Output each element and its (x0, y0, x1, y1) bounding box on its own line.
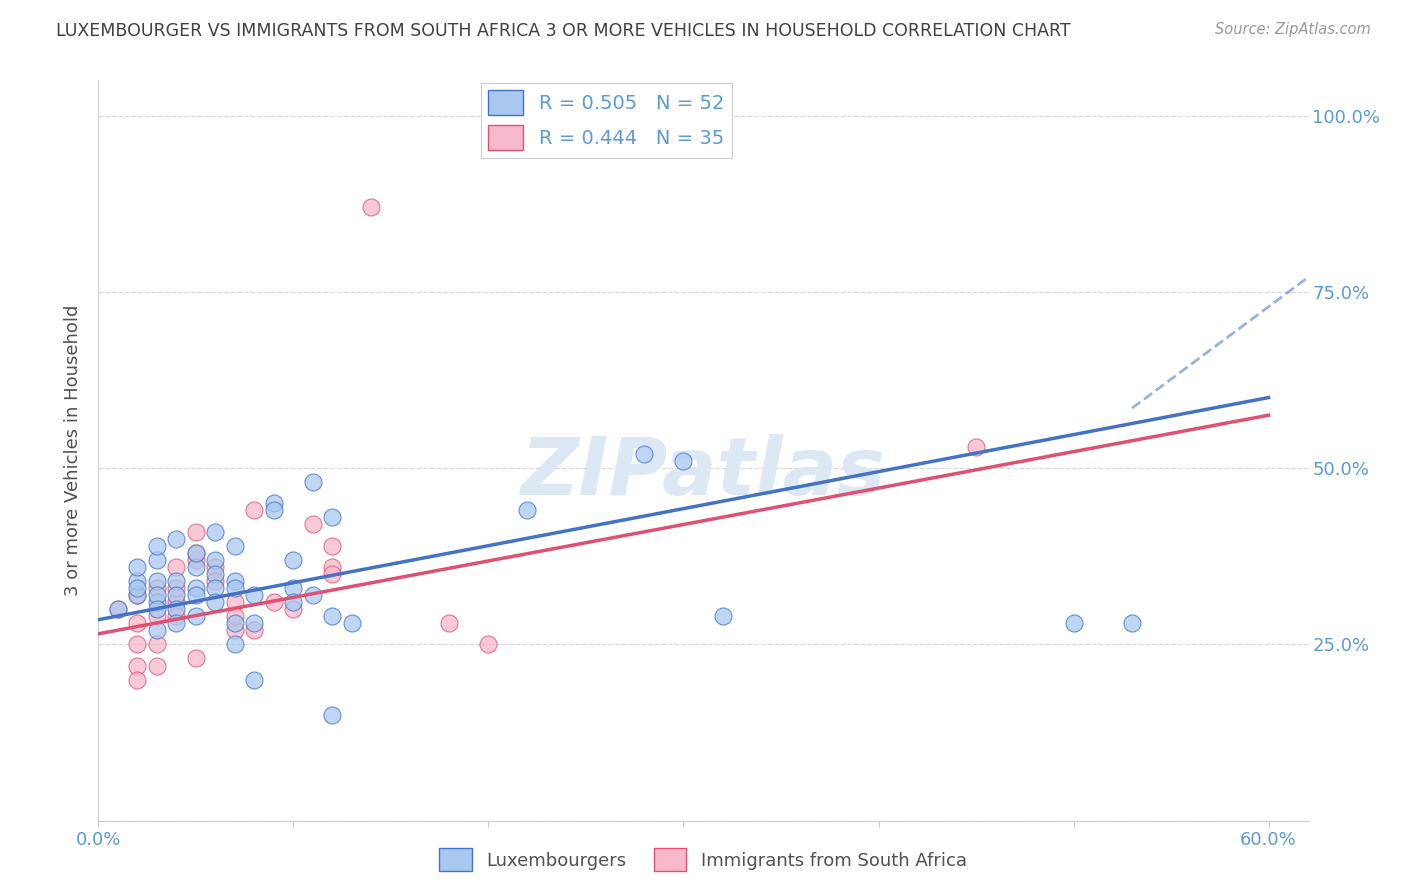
Point (321, 707, 343, 722)
Point (340, 616, 363, 631)
Point (127, 673, 149, 687)
Point (243, 616, 266, 631)
Point (165, 616, 187, 631)
Point (204, 574, 226, 588)
Point (204, 553, 226, 567)
Point (146, 658, 169, 673)
Point (146, 581, 169, 595)
Point (165, 559, 187, 574)
Point (127, 588, 149, 602)
Point (146, 574, 169, 588)
Point (184, 651, 207, 665)
Point (204, 559, 226, 574)
Point (321, 609, 343, 624)
Legend: Luxembourgers, Immigrants from South Africa: Luxembourgers, Immigrants from South Afr… (432, 841, 974, 879)
Point (184, 546, 207, 560)
Point (321, 510, 343, 524)
Point (146, 609, 169, 624)
Point (263, 595, 285, 609)
Point (165, 588, 187, 602)
Point (146, 553, 169, 567)
Point (184, 524, 207, 539)
Text: LUXEMBOURGER VS IMMIGRANTS FROM SOUTH AFRICA 3 OR MORE VEHICLES IN HOUSEHOLD COR: LUXEMBOURGER VS IMMIGRANTS FROM SOUTH AF… (56, 22, 1071, 40)
Point (321, 539, 343, 553)
Point (146, 588, 169, 602)
Text: Source: ZipAtlas.com: Source: ZipAtlas.com (1215, 22, 1371, 37)
Point (1063, 616, 1085, 631)
Point (243, 673, 266, 687)
Point (672, 454, 695, 468)
Point (283, 602, 305, 616)
Point (127, 616, 149, 631)
Point (439, 616, 461, 631)
Point (146, 595, 169, 609)
Point (204, 581, 226, 595)
Point (633, 447, 655, 461)
Point (302, 475, 325, 490)
Point (224, 581, 246, 595)
Point (127, 588, 149, 602)
Point (283, 553, 305, 567)
Point (127, 574, 149, 588)
Point (224, 574, 246, 588)
Point (224, 609, 246, 624)
Point (321, 566, 343, 581)
Point (321, 559, 343, 574)
Y-axis label: 3 or more Vehicles in Household: 3 or more Vehicles in Household (65, 305, 83, 596)
Point (146, 624, 169, 638)
Point (224, 595, 246, 609)
Point (204, 595, 226, 609)
Point (224, 539, 246, 553)
Point (165, 574, 187, 588)
Text: ZIPatlas: ZIPatlas (520, 434, 886, 512)
Point (243, 588, 266, 602)
Point (127, 637, 149, 651)
Point (711, 609, 734, 624)
Point (224, 624, 246, 638)
Point (360, 200, 382, 214)
Point (516, 503, 538, 517)
Point (965, 440, 987, 454)
Point (184, 553, 207, 567)
Point (146, 602, 169, 616)
Point (224, 637, 246, 651)
Point (127, 559, 149, 574)
Point (283, 581, 305, 595)
Point (165, 609, 187, 624)
Point (263, 503, 285, 517)
Point (204, 524, 226, 539)
Point (146, 637, 169, 651)
Point (243, 503, 266, 517)
Point (184, 609, 207, 624)
Point (165, 581, 187, 595)
Point (107, 602, 129, 616)
Point (184, 588, 207, 602)
Point (165, 595, 187, 609)
Point (224, 616, 246, 631)
Point (1121, 616, 1143, 631)
Point (127, 658, 149, 673)
Point (263, 496, 285, 510)
Legend: R = 0.505   N = 52, R = 0.444   N = 35: R = 0.505 N = 52, R = 0.444 N = 35 (481, 83, 733, 158)
Point (184, 546, 207, 560)
Point (283, 595, 305, 609)
Point (107, 602, 129, 616)
Point (184, 559, 207, 574)
Point (146, 539, 169, 553)
Point (243, 624, 266, 638)
Point (302, 588, 325, 602)
Point (302, 517, 325, 532)
Point (127, 581, 149, 595)
Point (165, 532, 187, 546)
Point (477, 637, 499, 651)
Point (204, 566, 226, 581)
Point (165, 602, 187, 616)
Point (184, 581, 207, 595)
